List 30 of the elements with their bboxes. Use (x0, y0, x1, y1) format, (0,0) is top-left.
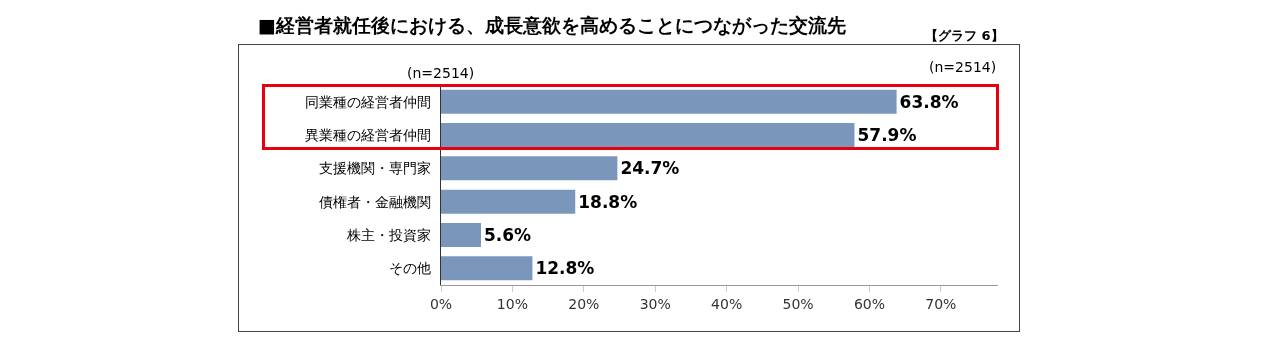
bar (441, 123, 855, 147)
data-label: 24.7% (620, 158, 680, 179)
bar (441, 189, 576, 214)
bar (441, 256, 533, 281)
text: (n=2514) (929, 59, 997, 75)
bar (441, 156, 618, 181)
x-tick-label: 60% (853, 295, 886, 312)
x-tick-label: 40% (711, 295, 743, 312)
x-tick-label: 50% (782, 295, 814, 312)
x-tick-label: 0% (429, 295, 453, 312)
y-tick-label: 株主・投資家 (345, 226, 431, 243)
x-tick-label: 10% (496, 295, 528, 312)
x-tick-label: 70% (925, 295, 957, 312)
x-tick-label: 20% (568, 295, 600, 312)
data-label: 5.6% (483, 225, 532, 245)
bar (441, 223, 481, 247)
chart-title: ■経営者就任後における、成長意欲を高めることにつながった交流先 (258, 13, 846, 36)
x-tick-label: 30% (639, 295, 671, 312)
y-tick-label: 支援機関・専門家 (318, 160, 431, 177)
y-tick-label: 異業種の経営者仲間 (304, 126, 431, 143)
y-tick-label: その他 (388, 260, 431, 277)
data-label: 57.9% (857, 125, 917, 145)
y-tick-label: 同業種の経営者仲間 (304, 93, 431, 110)
text: 【グラフ 6】 (925, 28, 1004, 43)
data-label: 12.8% (535, 258, 595, 279)
text: (n=2514) (407, 65, 475, 81)
y-tick-label: 債権者・金融機関 (318, 193, 431, 210)
data-label: 18.8% (578, 191, 638, 212)
data-label: 63.8% (899, 91, 959, 112)
bar (441, 89, 897, 114)
